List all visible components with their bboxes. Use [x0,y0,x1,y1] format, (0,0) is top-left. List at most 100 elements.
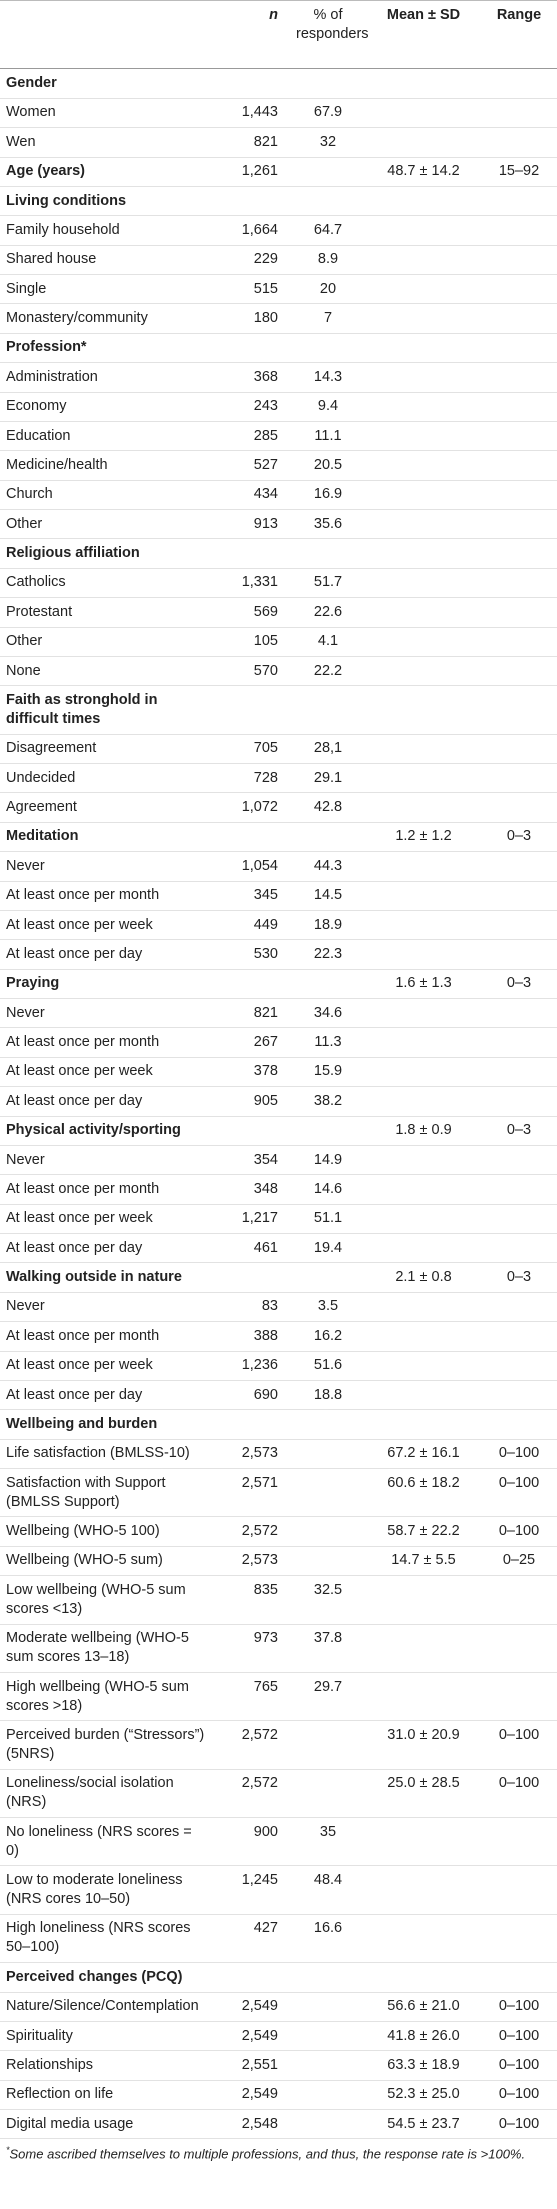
cell-n: 345 [212,881,290,911]
cell-pct [290,2050,366,2081]
cell-range [481,1817,557,1867]
cell-n [212,822,290,853]
cell-mean-sd [366,627,481,657]
cell-range [481,763,557,794]
row-label: At least once per day [0,1380,212,1411]
cell-mean-sd [366,1321,481,1352]
row-label: Medicine/health [0,450,212,481]
cell-mean-sd [366,763,481,794]
row-label: Disagreement [0,734,212,765]
cell-pct: 35 [290,1817,366,1867]
cell-mean-sd [366,1233,481,1264]
row-label: At least once per week [0,1057,212,1088]
cell-pct: 9.4 [290,392,366,422]
cell-pct [290,969,366,1000]
data-row: Women 1,443 67.9 [0,98,557,129]
row-label: Monastery/community [0,303,212,334]
header-cell: n [212,0,290,70]
cell-pct: 29.1 [290,763,366,794]
row-label: At least once per day [0,939,212,970]
cell-n [212,685,290,735]
cell-n: 570 [212,656,290,687]
data-row: None 570 22.2 [0,656,557,687]
data-row: At least once per week 449 18.9 [0,910,557,941]
data-row: Education 285 11.1 [0,421,557,452]
data-row: At least once per day 461 19.4 [0,1233,557,1264]
cell-n: 900 [212,1817,290,1867]
cell-range [481,450,557,481]
cell-pct [290,1468,366,1518]
row-label: Women [0,98,212,129]
section-row: Wellbeing and burden [0,1409,557,1440]
cell-pct: 34.6 [290,998,366,1029]
cell-pct [290,157,366,187]
cell-n: 378 [212,1057,290,1088]
cell-range [481,656,557,687]
cell-mean-sd [366,685,481,735]
cell-mean-sd [366,98,481,129]
header-row: n % of responders Mean ± SD Range [0,0,557,70]
section-title: Faith as stronghold in difficult times [0,685,212,735]
cell-n: 434 [212,480,290,511]
data-row: Single 515 20 [0,274,557,305]
cell-mean-sd [366,597,481,628]
cell-pct: 18.9 [290,910,366,941]
cell-range [481,1575,557,1625]
cell-n: 1,072 [212,792,290,823]
cell-n: 2,548 [212,2109,290,2140]
cell-range [481,1027,557,1058]
cell-mean-sd [366,333,481,364]
cell-pct: 20.5 [290,450,366,481]
data-row: Other 105 4.1 [0,627,557,657]
cell-n: 427 [212,1914,290,1964]
cell-pct: 29.7 [290,1672,366,1722]
cell-pct [290,2021,366,2052]
cell-n [212,186,290,217]
data-row: At least once per week 1,236 51.6 [0,1351,557,1381]
row-label: At least once per day [0,1086,212,1117]
cell-mean-sd [366,1672,481,1722]
cell-range [481,998,557,1029]
row-label: At least once per month [0,881,212,911]
row-label: Low to moderate loneliness (NRS cores 10… [0,1865,212,1915]
cell-mean-sd [366,186,481,217]
section-row: Profession* [0,333,557,364]
cell-pct: 42.8 [290,792,366,823]
data-row: Reflection on life 2,549 52.3 ± 25.0 0–100 [0,2080,557,2111]
cell-pct: 51.6 [290,1351,366,1381]
cell-mean-sd: 31.0 ± 20.9 [366,1720,481,1770]
cell-mean-sd [366,127,481,158]
cell-mean-sd: 1.8 ± 0.9 [366,1116,481,1146]
header-cell: Range [481,0,557,70]
cell-range [481,685,557,735]
cell-range [481,480,557,511]
data-row: Undecided 728 29.1 [0,763,557,794]
data-row: Economy 243 9.4 [0,392,557,422]
cell-range [481,1672,557,1722]
row-label: Other [0,627,212,657]
section-title: Meditation [0,822,212,853]
cell-n: 530 [212,939,290,970]
data-row: Family household 1,664 64.7 [0,215,557,246]
data-row: Wen 821 32 [0,127,557,158]
cell-n: 527 [212,450,290,481]
row-label: At least once per week [0,1351,212,1381]
data-row: Wellbeing (WHO-5 sum) 2,573 14.7 ± 5.5 0–25 [0,1546,557,1577]
data-row: At least once per month 267 11.3 [0,1027,557,1058]
cell-pct: 14.3 [290,362,366,393]
cell-pct: 48.4 [290,1865,366,1915]
data-row: Life satisfaction (BMLSS-10) 2,573 67.2 ± … [0,1439,557,1470]
cell-pct: 19.4 [290,1233,366,1264]
cell-mean-sd [366,480,481,511]
data-row: High loneliness (NRS scores 50–100) 427 16… [0,1914,557,1964]
cell-range [481,1145,557,1176]
row-label: Digital media usage [0,2109,212,2140]
cell-n [212,333,290,364]
cell-pct [290,538,366,569]
cell-mean-sd [366,1817,481,1867]
cell-pct: 22.6 [290,597,366,628]
section-title: Wellbeing and burden [0,1409,212,1440]
footnote-text: Some ascribed themselves to multiple pro… [9,2146,526,2162]
cell-pct: 4.1 [290,627,366,657]
cell-range: 0–100 [481,1439,557,1470]
